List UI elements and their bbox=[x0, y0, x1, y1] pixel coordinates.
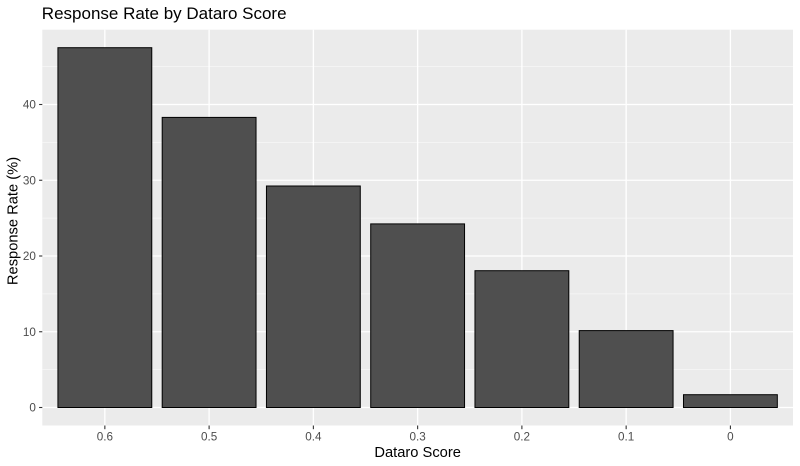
svg-text:Dataro Score: Dataro Score bbox=[374, 445, 461, 461]
svg-text:10: 10 bbox=[23, 326, 37, 339]
svg-text:0.3: 0.3 bbox=[410, 431, 426, 444]
svg-text:20: 20 bbox=[23, 250, 37, 263]
svg-text:0: 0 bbox=[727, 431, 734, 444]
svg-text:0.1: 0.1 bbox=[618, 431, 634, 444]
svg-text:40: 40 bbox=[23, 99, 37, 112]
svg-text:Response Rate by Dataro Score: Response Rate by Dataro Score bbox=[42, 4, 287, 23]
svg-text:0: 0 bbox=[29, 402, 36, 415]
svg-text:0.5: 0.5 bbox=[201, 431, 218, 444]
svg-text:0.4: 0.4 bbox=[305, 431, 322, 444]
svg-text:0.2: 0.2 bbox=[514, 431, 530, 444]
svg-text:30: 30 bbox=[23, 174, 37, 187]
svg-text:Response Rate (%): Response Rate (%) bbox=[5, 157, 21, 285]
svg-text:0.6: 0.6 bbox=[97, 431, 113, 444]
